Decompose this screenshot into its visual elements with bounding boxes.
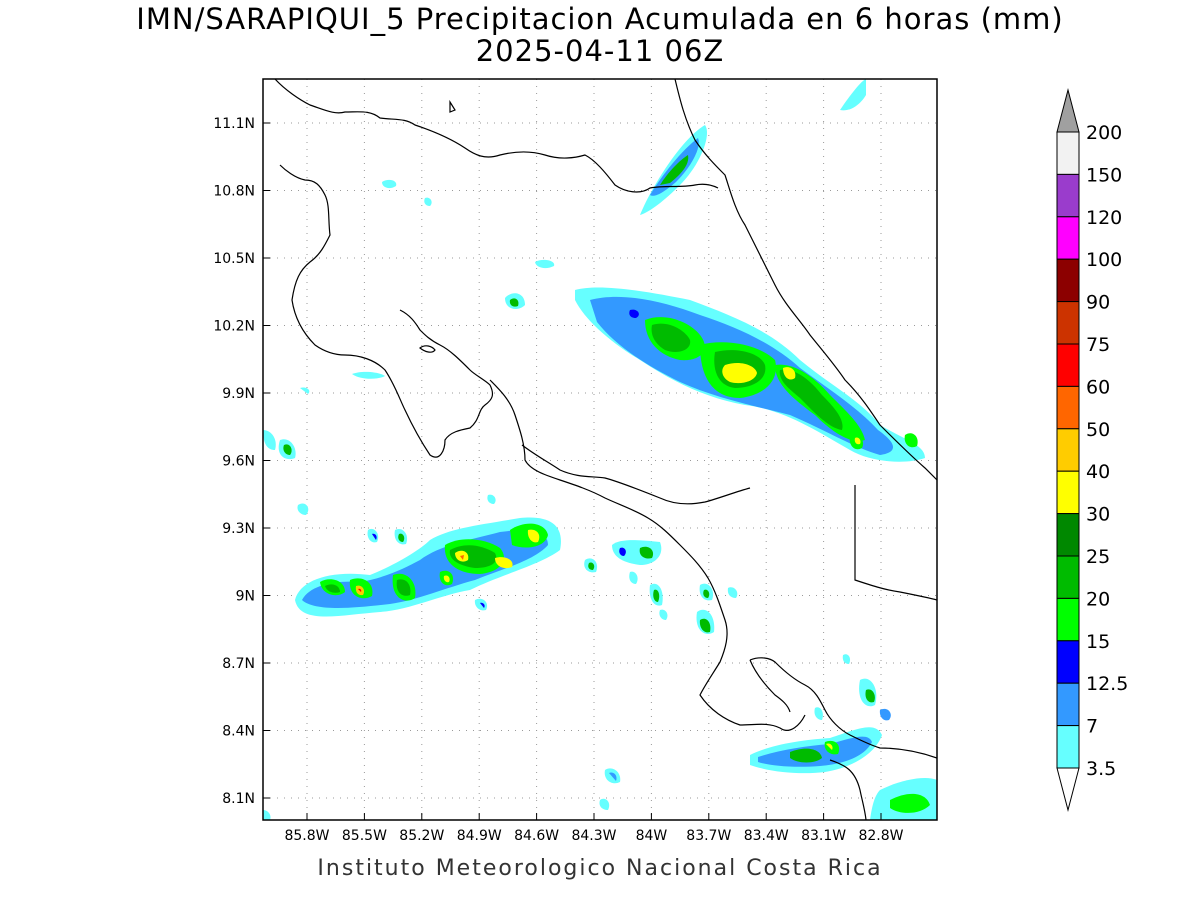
colorbar-swatch [1056, 258, 1080, 303]
institution-footer: Instituto Meteorologico Nacional Costa R… [317, 856, 883, 881]
rain-cell-pacific-band [278, 439, 561, 617]
longitude-axis: 85.8W 85.5W 85.2W 84.9W 84.6W 84.3W 84W 83.7W 83… [284, 813, 904, 844]
nicoya-gulf-island [419, 345, 436, 353]
colorbar-swatch [1056, 682, 1080, 727]
nicaragua-lake-piece [449, 99, 456, 113]
lat-tick-label: 10.2N [213, 319, 255, 335]
rain-cell-caribbean-band [575, 287, 925, 462]
colorbar-label: 100 [1086, 249, 1122, 271]
rain-cell-scattered [263, 179, 851, 820]
colorbar-swatch [1056, 301, 1080, 345]
colorbar-swatch [1056, 131, 1080, 175]
colorbar-label: 3.5 [1086, 758, 1116, 780]
osa-peninsula [749, 657, 937, 759]
colorbar-label: 150 [1086, 164, 1122, 186]
golfo-dulce [749, 659, 791, 713]
lon-tick-label: 83.4W [744, 828, 789, 844]
colorbar-label: 12.5 [1086, 673, 1128, 695]
precipitation-fields [263, 79, 937, 820]
lon-tick-label: 84.3W [571, 828, 616, 844]
colorbar-label: 30 [1086, 504, 1110, 526]
lon-tick-label: 83.1W [801, 828, 846, 844]
lat-tick-label: 9.3N [222, 521, 255, 537]
lon-tick-label: 85.5W [342, 828, 387, 844]
lat-tick-label: 10.8N [213, 184, 255, 200]
caribbean-coast [674, 79, 937, 481]
lat-tick-label: 9N [236, 589, 255, 605]
rain-cell-north [640, 79, 866, 215]
map-background [263, 79, 937, 820]
colorbar-swatch [1056, 597, 1080, 642]
lon-tick-label: 85.2W [399, 828, 444, 844]
lat-tick-label: 11.1N [213, 116, 255, 132]
map-frame [262, 78, 938, 821]
colorbar-swatch [1056, 640, 1080, 684]
map-datetime: 2025-04-11 06Z [475, 34, 725, 68]
pacific-coast-nicoya [279, 164, 494, 458]
colorbar-legend: 200 150 120 100 90 75 60 50 40 30 25 20 15 12.5 7 3.5 [1056, 88, 1128, 812]
lon-tick-label: 84W [636, 828, 668, 844]
colorbar-label: 25 [1086, 546, 1110, 568]
colorbar-label: 60 [1086, 376, 1110, 398]
colorbar-label: 40 [1086, 461, 1110, 483]
latitude-axis: 11.1N 10.8N 10.5N 10.2N 9.9N 9.6N 9.3N 9N 8.7N 8.… [213, 116, 270, 807]
colorbar-label: 90 [1086, 292, 1110, 314]
lat-tick-label: 10.5N [213, 251, 255, 267]
colorbar-label: 200 [1086, 122, 1122, 144]
lat-tick-label: 8.4N [222, 724, 255, 740]
colorbar-swatch [1056, 385, 1080, 430]
nicaragua-border-north [274, 79, 719, 193]
lat-tick-label: 9.6N [222, 454, 255, 470]
lon-tick-label: 84.6W [514, 828, 559, 844]
lon-tick-label: 85.8W [284, 828, 329, 844]
lon-tick-label: 84.9W [457, 828, 502, 844]
coastline-borders [274, 79, 937, 820]
lat-tick-label: 8.1N [222, 791, 255, 807]
colorbar-top-arrow [1056, 88, 1080, 133]
colorbar-swatch [1056, 173, 1080, 218]
lon-tick-label: 82.8W [858, 828, 903, 844]
colorbar-swatch [1056, 470, 1080, 515]
colorbar-swatch [1056, 343, 1080, 387]
colorbar-label: 75 [1086, 334, 1110, 356]
lon-tick-label: 83.7W [686, 828, 731, 844]
colorbar-label: 15 [1086, 631, 1110, 653]
colorbar-swatch [1056, 725, 1080, 769]
colorbar-label: 20 [1086, 588, 1110, 610]
colorbar-label: 7 [1086, 716, 1098, 738]
colorbar-swatch [1056, 555, 1080, 599]
pacific-coast-south [489, 379, 806, 731]
colorbar-swatch [1056, 428, 1080, 472]
panama-border [854, 485, 937, 601]
rain-cell-south [750, 678, 937, 820]
colorbar-bottom-arrow [1056, 767, 1080, 812]
colorbar-swatch [1056, 513, 1080, 557]
colorbar-label: 50 [1086, 419, 1110, 441]
colorbar-swatch [1056, 216, 1080, 260]
lat-tick-label: 9.9N [222, 386, 255, 402]
map-title: IMN/SARAPIQUI_5 Precipitacion Acumulada … [136, 2, 1064, 36]
caribbean-inland-border [521, 444, 751, 505]
panama-coast [829, 759, 867, 820]
lat-tick-label: 8.7N [222, 656, 255, 672]
colorbar-label: 120 [1086, 207, 1122, 229]
